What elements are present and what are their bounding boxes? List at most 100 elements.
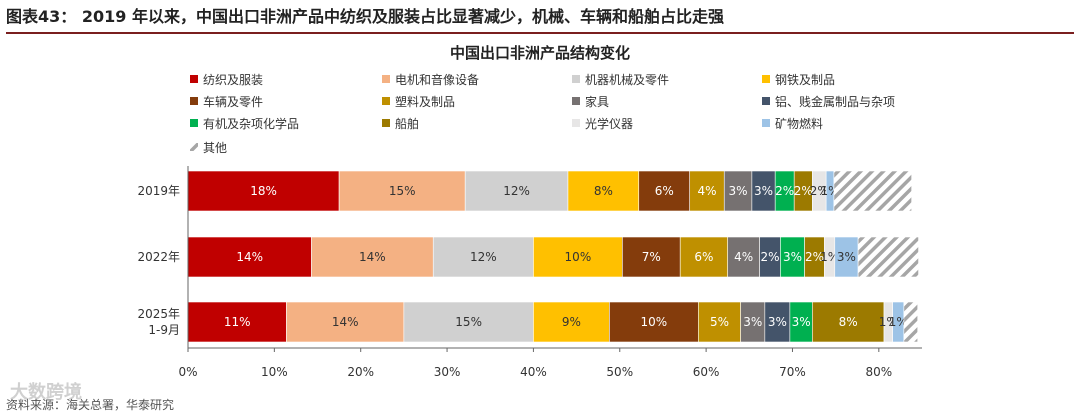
- bar-segment-1-1: [311, 236, 434, 278]
- bar-segment-2-3: [533, 301, 610, 343]
- x-tick-label-4: 40%: [520, 365, 547, 379]
- category-label-2-1: 1-9月: [148, 323, 180, 337]
- data-label-1-2: 12%: [470, 250, 497, 264]
- data-label-0-0: 18%: [250, 184, 277, 198]
- bar-segment-1-4: [622, 236, 681, 278]
- x-tick-label-3: 30%: [434, 365, 461, 379]
- legend-label-7: 铝、贱金属制品与杂项: [775, 94, 895, 109]
- bar-segment-0-12: [833, 170, 912, 212]
- data-label-1-0: 14%: [236, 250, 263, 264]
- data-label-2-9: 8%: [839, 315, 858, 329]
- data-label-0-3: 8%: [594, 184, 613, 198]
- x-tick-label-6: 60%: [693, 365, 720, 379]
- chart-title: 中国出口非洲产品结构变化: [450, 44, 630, 62]
- x-tick-label-8: 80%: [865, 365, 892, 379]
- x-tick-label-5: 50%: [606, 365, 633, 379]
- bar-segment-0-2: [464, 170, 569, 212]
- legend-swatch-12: [190, 143, 198, 151]
- legend-label-8: 有机及杂项化学品: [203, 116, 299, 131]
- data-label-2-3: 9%: [562, 315, 581, 329]
- data-label-1-3: 10%: [565, 250, 592, 264]
- data-label-1-6: 4%: [734, 250, 753, 264]
- legend-swatch-3: [762, 75, 770, 83]
- data-label-2-11: 1%: [889, 315, 908, 329]
- bar-segment-2-12: [903, 301, 918, 343]
- x-tick-label-0: 0%: [178, 365, 197, 379]
- legend-swatch-6: [572, 97, 580, 105]
- bar-segment-2-1: [286, 301, 405, 343]
- category-label-0-0: 2019年: [137, 184, 180, 198]
- legend-swatch-9: [382, 119, 390, 127]
- bar-segment-1-3: [533, 236, 623, 278]
- legend-swatch-7: [762, 97, 770, 105]
- legend-label-9: 船舶: [395, 116, 419, 131]
- bar-segment-0-3: [567, 170, 640, 212]
- x-tick-label-1: 10%: [261, 365, 288, 379]
- legend-label-0: 纺织及服装: [203, 73, 263, 87]
- legend-swatch-4: [190, 97, 198, 105]
- bar-segment-0-1: [338, 170, 466, 212]
- legend-swatch-1: [382, 75, 390, 83]
- data-label-1-7: 2%: [760, 250, 779, 264]
- legend-label-10: 光学仪器: [585, 116, 633, 131]
- bar-segment-1-8: [780, 236, 805, 278]
- data-label-1-8: 3%: [783, 250, 802, 264]
- legend-label-6: 家具: [585, 94, 609, 109]
- data-label-2-8: 3%: [792, 315, 811, 329]
- legend-label-2: 机器机械及零件: [585, 72, 669, 87]
- data-label-0-7: 3%: [754, 184, 773, 198]
- data-label-1-10: 1%: [820, 250, 839, 264]
- bar-segment-1-12: [857, 236, 919, 278]
- data-label-2-5: 5%: [710, 315, 729, 329]
- source-note: 资料来源：海关总署，华泰研究: [6, 398, 175, 412]
- data-label-1-1: 14%: [359, 250, 386, 264]
- category-label-1-0: 2022年: [137, 250, 180, 264]
- bar-segment-1-2: [432, 236, 534, 278]
- watermark-logo: 大数跨境: [10, 382, 82, 403]
- data-label-1-11: 3%: [837, 250, 856, 264]
- bar-segment-1-0: [187, 236, 312, 278]
- data-label-0-8: 2%: [775, 184, 794, 198]
- bar-segment-1-6: [727, 236, 760, 278]
- bar-segment-2-4: [609, 301, 699, 343]
- legend-label-4: 车辆及零件: [203, 94, 263, 109]
- legend-swatch-8: [190, 119, 198, 127]
- legend-swatch-5: [382, 97, 390, 105]
- data-label-0-1: 15%: [389, 184, 416, 198]
- legend-label-1: 电机和音像设备: [395, 72, 479, 87]
- bar-segment-0-5: [689, 170, 725, 212]
- x-tick-label-2: 20%: [347, 365, 374, 379]
- legend-label-3: 钢铁及制品: [775, 73, 835, 87]
- data-label-0-6: 3%: [729, 184, 748, 198]
- legend-label-11: 矿物燃料: [775, 116, 823, 131]
- bars: 18% 15% 12% 8% 6% 4% 3% 3% 2% 2%2%1%14% 14% 12% 10% 7…: [187, 170, 919, 343]
- data-label-2-1: 14%: [332, 315, 359, 329]
- bar-segment-2-5: [698, 301, 741, 343]
- data-label-0-9: 2%: [794, 184, 813, 198]
- data-label-2-4: 10%: [641, 315, 668, 329]
- data-label-1-9: 2%: [805, 250, 824, 264]
- data-label-0-10: 2%: [810, 184, 829, 198]
- data-label-2-7: 3%: [768, 315, 787, 329]
- data-label-1-5: 6%: [694, 250, 713, 264]
- legend-swatch-11: [762, 119, 770, 127]
- data-label-0-2: 12%: [503, 184, 530, 198]
- x-tick-label-7: 70%: [779, 365, 806, 379]
- data-label-1-4: 7%: [642, 250, 661, 264]
- bar-segment-2-7: [764, 301, 791, 343]
- legend-label-12: 其他: [203, 141, 227, 155]
- figure-caption: 图表43： 2019 年以来，中国出口非洲产品中纺织及服装占比显著减少，机械、车…: [6, 7, 724, 26]
- bar-segment-0-6: [723, 170, 753, 212]
- bar-segment-1-5: [679, 236, 729, 278]
- legend-swatch-2: [572, 75, 580, 83]
- legend-label-5: 塑料及制品: [395, 94, 455, 109]
- data-label-0-4: 6%: [655, 184, 674, 198]
- category-label-2-0: 2025年: [137, 307, 180, 321]
- data-label-2-2: 15%: [455, 315, 482, 329]
- legend-swatch-0: [190, 75, 198, 83]
- caption-divider: [6, 32, 1074, 34]
- data-label-2-6: 3%: [743, 315, 762, 329]
- legend-swatch-10: [572, 119, 580, 127]
